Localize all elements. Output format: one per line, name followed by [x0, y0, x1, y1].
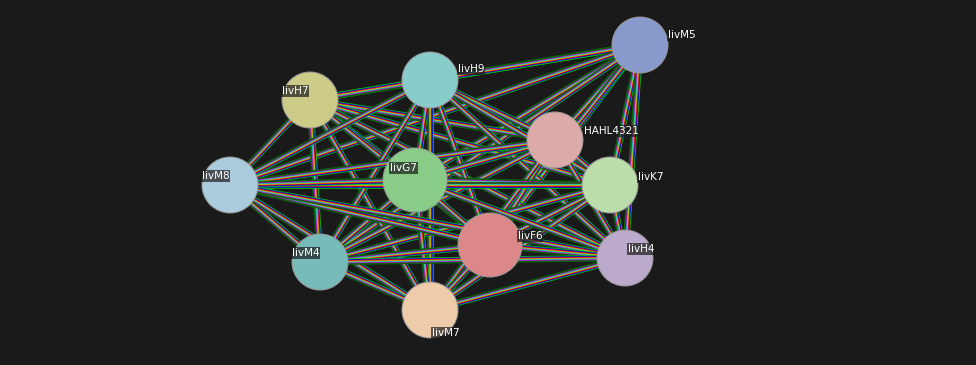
Text: livK7: livK7	[638, 172, 664, 182]
Text: livH7: livH7	[282, 86, 308, 96]
Text: livM8: livM8	[202, 171, 229, 181]
Circle shape	[402, 282, 458, 338]
Text: livH9: livH9	[458, 64, 484, 74]
Text: livH4: livH4	[628, 244, 655, 254]
Circle shape	[402, 52, 458, 108]
Circle shape	[597, 230, 653, 286]
Text: livM4: livM4	[292, 248, 319, 258]
Circle shape	[202, 157, 258, 213]
Circle shape	[458, 213, 522, 277]
Text: HAHL4321: HAHL4321	[584, 126, 639, 136]
Circle shape	[282, 72, 338, 128]
Text: livM5: livM5	[668, 30, 696, 40]
Circle shape	[383, 148, 447, 212]
Circle shape	[527, 112, 583, 168]
Text: livG7: livG7	[390, 163, 417, 173]
Circle shape	[612, 17, 668, 73]
Text: livF6: livF6	[518, 231, 543, 241]
Circle shape	[292, 234, 348, 290]
Text: livM7: livM7	[432, 328, 460, 338]
Circle shape	[582, 157, 638, 213]
